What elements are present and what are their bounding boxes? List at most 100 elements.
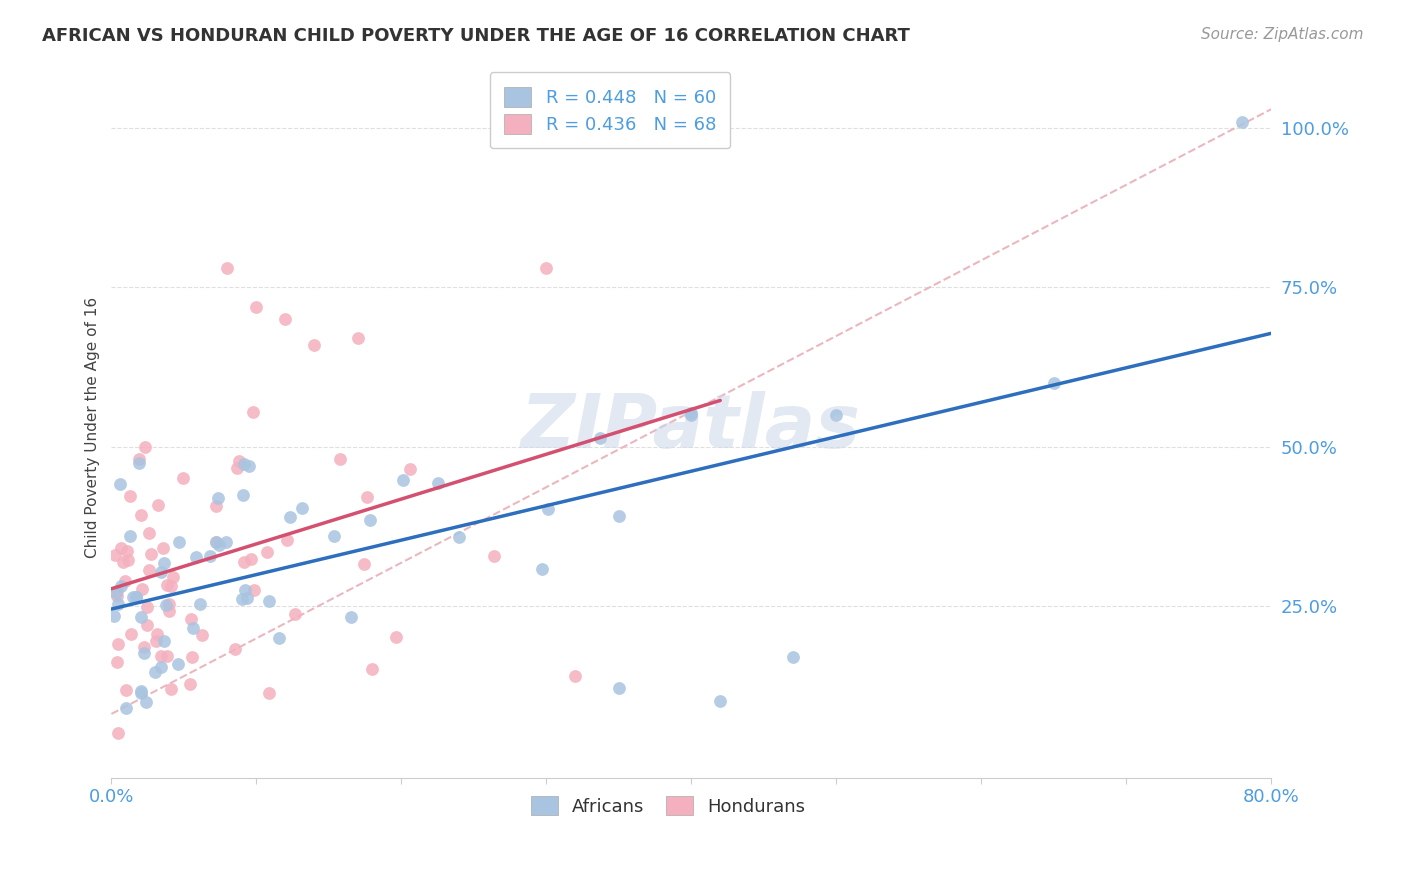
- Point: [232, 488, 254, 502]
- Point: [162, 570, 184, 584]
- Point: [135, 694, 157, 708]
- Point: [239, 552, 262, 566]
- Point: [136, 618, 159, 632]
- Point: [200, 549, 222, 563]
- Point: [120, 627, 142, 641]
- Point: [160, 579, 183, 593]
- Point: [150, 659, 173, 673]
- Point: [156, 649, 179, 664]
- Point: [1042, 376, 1064, 390]
- Point: [135, 599, 157, 614]
- Point: [484, 549, 506, 563]
- Point: [115, 544, 138, 558]
- Point: [122, 590, 145, 604]
- Point: [589, 431, 612, 445]
- Point: [157, 604, 180, 618]
- Point: [274, 312, 297, 326]
- Point: [267, 631, 290, 645]
- Point: [157, 597, 180, 611]
- Point: [125, 590, 148, 604]
- Text: Source: ZipAtlas.com: Source: ZipAtlas.com: [1201, 27, 1364, 42]
- Point: [681, 406, 703, 420]
- Point: [146, 499, 169, 513]
- Point: [183, 621, 205, 635]
- Point: [141, 547, 163, 561]
- Point: [110, 541, 132, 556]
- Point: [347, 331, 370, 345]
- Point: [256, 545, 278, 559]
- Point: [224, 642, 246, 657]
- Point: [120, 529, 142, 543]
- Point: [356, 490, 378, 504]
- Point: [232, 457, 254, 471]
- Point: [607, 681, 630, 696]
- Point: [242, 405, 264, 419]
- Point: [825, 408, 848, 422]
- Point: [226, 461, 249, 475]
- Point: [114, 574, 136, 588]
- Point: [107, 597, 129, 611]
- Point: [1230, 115, 1253, 129]
- Point: [172, 470, 194, 484]
- Point: [208, 538, 231, 552]
- Point: [228, 454, 250, 468]
- Point: [117, 552, 139, 566]
- Point: [359, 513, 381, 527]
- Point: [152, 541, 174, 556]
- Point: [782, 649, 804, 664]
- Point: [278, 509, 301, 524]
- Point: [215, 535, 238, 549]
- Point: [257, 594, 280, 608]
- Point: [236, 591, 259, 606]
- Point: [179, 677, 201, 691]
- Point: [231, 592, 253, 607]
- Point: [205, 535, 228, 549]
- Point: [204, 500, 226, 514]
- Point: [188, 597, 211, 611]
- Point: [103, 608, 125, 623]
- Point: [205, 534, 228, 549]
- Point: [150, 566, 173, 580]
- Point: [329, 452, 352, 467]
- Point: [449, 530, 471, 544]
- Point: [155, 599, 177, 613]
- Point: [115, 701, 138, 715]
- Point: [110, 578, 132, 592]
- Point: [180, 650, 202, 665]
- Point: [180, 612, 202, 626]
- Text: AFRICAN VS HONDURAN CHILD POVERTY UNDER THE AGE OF 16 CORRELATION CHART: AFRICAN VS HONDURAN CHILD POVERTY UNDER …: [42, 27, 910, 45]
- Point: [166, 657, 188, 672]
- Point: [426, 476, 449, 491]
- Point: [385, 630, 408, 644]
- Point: [233, 555, 256, 569]
- Point: [129, 609, 152, 624]
- Point: [238, 459, 260, 474]
- Point: [138, 564, 160, 578]
- Point: [681, 408, 703, 422]
- Point: [105, 583, 128, 598]
- Point: [257, 685, 280, 699]
- Point: [531, 562, 554, 576]
- Point: [709, 694, 731, 708]
- Point: [399, 461, 422, 475]
- Point: [105, 589, 128, 603]
- Text: ZIPatlas: ZIPatlas: [522, 391, 862, 464]
- Point: [132, 640, 155, 655]
- Point: [111, 555, 134, 569]
- Point: [143, 665, 166, 680]
- Point: [160, 682, 183, 697]
- Point: [115, 682, 138, 697]
- Point: [131, 582, 153, 597]
- Point: [340, 610, 363, 624]
- Point: [304, 338, 326, 352]
- Point: [134, 441, 156, 455]
- Point: [105, 655, 128, 669]
- Point: [125, 590, 148, 604]
- Point: [107, 637, 129, 651]
- Point: [361, 662, 384, 676]
- Point: [564, 669, 586, 683]
- Point: [129, 508, 152, 522]
- Point: [138, 526, 160, 541]
- Point: [153, 556, 176, 570]
- Point: [537, 502, 560, 516]
